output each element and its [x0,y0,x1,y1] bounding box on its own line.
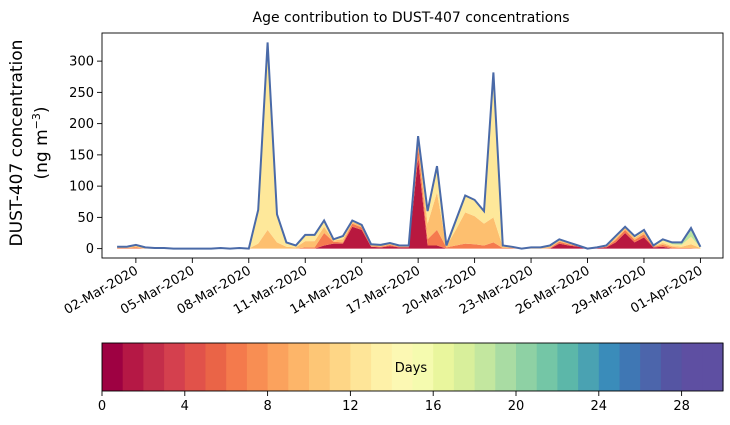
y-tick-label-200: 200 [69,117,94,132]
colorbar-cell-28 [681,343,703,391]
colorbar-cell-20 [516,343,538,391]
colorbar-cell-18 [474,343,496,391]
y-axis-label-units: (ng m−3) [30,106,52,179]
colorbar-cell-27 [660,343,683,391]
colorbar-cell-17 [453,343,476,391]
colorbar-tick-label-0: 0 [98,399,106,414]
colorbar-cell-25 [619,343,641,391]
colorbar-cell-5 [205,343,227,391]
plot-frame [101,32,724,259]
age-band-area-0 [117,158,701,249]
age-band-area-1 [117,145,701,249]
colorbar-tick-label-7: 28 [673,399,690,414]
y-tick-label-100: 100 [69,180,94,195]
colorbar-cell-9 [288,343,310,391]
colorbar-cell-4 [184,343,207,391]
total-concentration-line [117,42,702,250]
colorbar-tick-label-2: 8 [263,399,271,414]
colorbar-cell-24 [598,343,621,391]
colorbar-label: Days [395,361,428,376]
x-axis: 02-Mar-202005-Mar-202008-Mar-202011-Mar-… [62,258,705,318]
age-band-area-3 [117,45,701,249]
y-tick-label-250: 250 [69,86,94,101]
colorbar-cell-10 [309,343,331,391]
y-tick-label-0: 0 [86,242,94,257]
colorbar-cell-3 [164,343,186,391]
age-band-area-4 [117,42,701,249]
colorbar-cell-1 [122,343,144,391]
colorbar-tick-label-6: 24 [591,399,608,414]
colorbar-cell-6 [226,343,248,391]
y-axis-units-sup: −3 [30,113,43,129]
colorbar-cell-21 [536,343,558,391]
age-band-area-2 [117,139,701,249]
colorbar-cell-14 [391,343,414,391]
y-axis-label-line1: DUST-407 concentration [7,40,27,247]
colorbar-frame [101,342,724,392]
y-tick-label-300: 300 [69,55,94,70]
colorbar: Days 0 4 8 12 16 20 24 28 [98,342,724,414]
colorbar-cell-11 [329,343,351,391]
age-band-areas [117,42,701,249]
colorbar-tick-label-4: 16 [425,399,442,414]
y-tick-label-150: 150 [69,148,94,163]
age-band-area-5 [117,42,701,249]
y-axis-units-prefix: (ng m [32,129,52,179]
colorbar-cell-7 [246,343,269,391]
colorbar-ticks: 0 4 8 12 16 20 24 28 [98,391,690,414]
y-axis: 0 50 100 150 200 250 300 [69,55,102,257]
colorbar-tick-label-1: 4 [181,399,189,414]
colorbar-cell-2 [143,343,165,391]
colorbar-cell-23 [578,343,600,391]
colorbar-tick-label-3: 12 [342,399,359,414]
colorbar-cell-29 [702,343,724,391]
colorbar-cell-0 [102,343,124,391]
y-axis-label: DUST-407 concentration [7,40,27,247]
colorbar-cells [102,343,724,391]
colorbar-cell-12 [350,343,372,391]
colorbar-cell-8 [267,343,289,391]
plot-area [101,32,724,259]
colorbar-tick-label-5: 20 [508,399,525,414]
colorbar-cell-13 [371,343,393,391]
y-axis-units-suffix: ) [32,106,52,113]
chart-title: Age contribution to DUST-407 concentrati… [253,10,570,26]
colorbar-cell-15 [412,343,434,391]
colorbar-cell-16 [433,343,455,391]
colorbar-cell-26 [640,343,662,391]
colorbar-cell-22 [557,343,579,391]
y-tick-label-50: 50 [77,211,94,226]
colorbar-cell-19 [495,343,517,391]
